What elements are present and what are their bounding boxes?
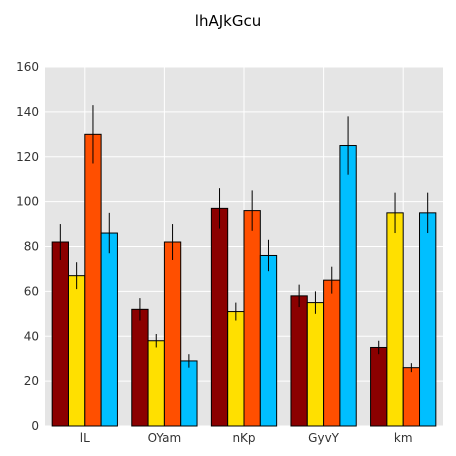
y-tick-label: 100	[16, 195, 39, 209]
y-tick-label: 40	[24, 329, 39, 343]
x-tick-label: lL	[80, 431, 90, 445]
error-bars-group	[59, 105, 429, 373]
bar	[339, 145, 357, 427]
y-tick-label: 120	[16, 150, 39, 164]
bar	[84, 133, 102, 427]
bar	[386, 212, 404, 427]
bar	[259, 254, 278, 427]
bar	[419, 212, 437, 427]
bar	[51, 241, 69, 427]
bars-group	[51, 133, 437, 427]
y-axis: 0 20 40 60 80 100 120 140 160	[16, 60, 39, 433]
x-tick-label: km	[394, 431, 413, 445]
x-tick-label: GyvY	[308, 431, 340, 445]
bar	[370, 346, 388, 427]
x-axis: lL OYam nKp GyvY km	[80, 431, 413, 445]
y-tick-label: 140	[16, 105, 39, 119]
bar	[131, 308, 149, 427]
y-tick-label: 80	[24, 240, 39, 254]
bar	[306, 302, 325, 427]
bar	[227, 311, 245, 427]
bar	[210, 207, 229, 427]
bar	[147, 340, 165, 427]
y-tick-label: 20	[24, 374, 39, 388]
y-tick-label: 60	[24, 284, 39, 298]
y-tick-label: 0	[31, 419, 39, 433]
y-tick-label: 160	[16, 60, 39, 74]
bar	[402, 367, 421, 427]
x-tick-label: OYam	[148, 431, 182, 445]
bar	[180, 360, 198, 427]
x-tick-label: nKp	[232, 431, 255, 445]
bar	[100, 232, 118, 427]
bar	[323, 279, 341, 427]
bar	[290, 295, 308, 427]
bar	[243, 210, 261, 427]
chart-title: lhAJkGcu	[195, 12, 261, 30]
bar	[163, 241, 182, 427]
bar	[67, 275, 86, 427]
